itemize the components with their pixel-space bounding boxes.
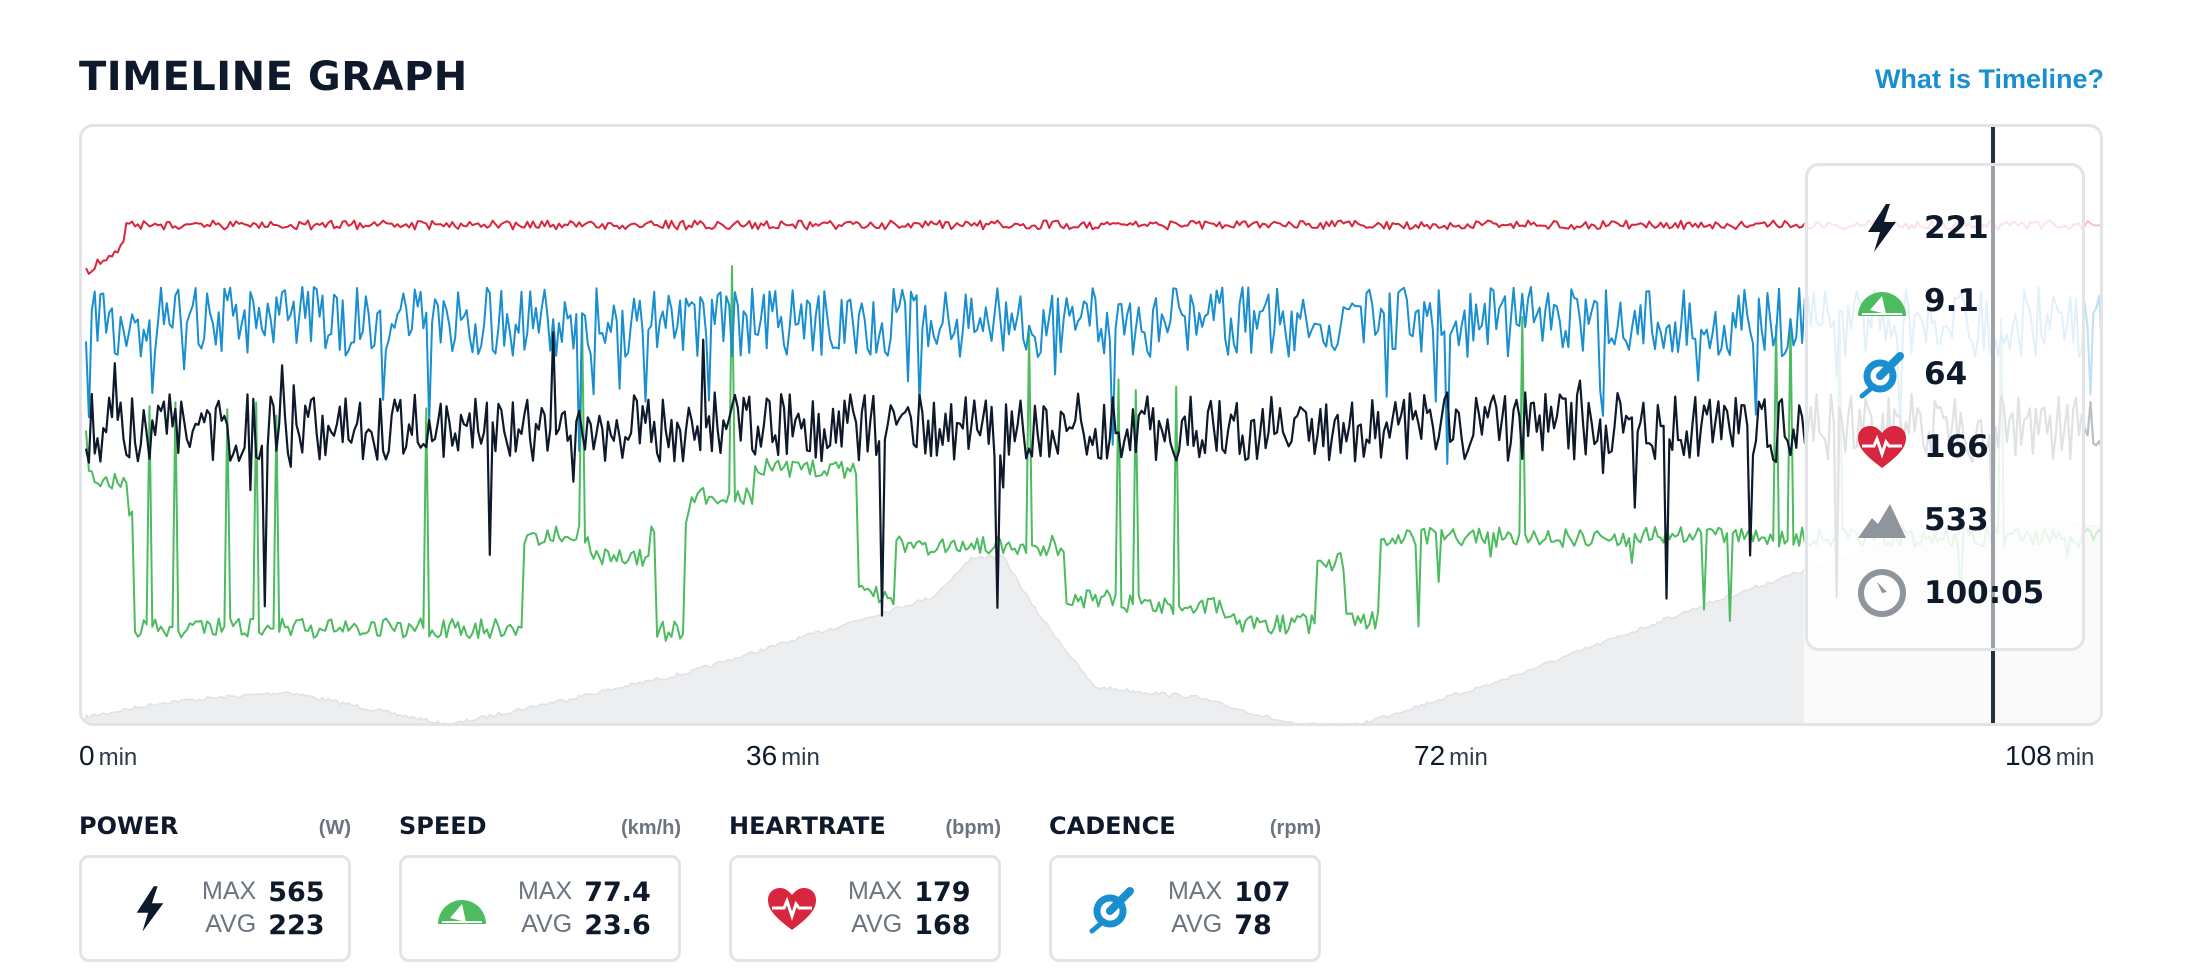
x-axis-tick-108: 108 min xyxy=(2005,740,2095,771)
cadence-stat-unit: (rpm) xyxy=(1269,817,1321,839)
speedometer-icon xyxy=(432,879,492,939)
power-max-label: MAX xyxy=(202,876,257,905)
elevation-area xyxy=(85,519,2100,723)
cadence-max-label: MAX xyxy=(1168,876,1223,905)
heartrate-stat-header: HEARTRATE (bpm) xyxy=(729,812,1001,846)
tooltip-power: 221 xyxy=(1854,200,1989,256)
cadence-avg-value: 78 xyxy=(1234,909,1272,941)
speed-max-value: 77.4 xyxy=(584,876,651,908)
page-title: TIMELINE GRAPH xyxy=(79,54,468,100)
cadence-stat-label: CADENCE xyxy=(1049,812,1176,840)
cadence-line xyxy=(85,286,2100,465)
speed-stat-unit: (km/h) xyxy=(621,817,681,839)
tooltip-heartrate: 166 xyxy=(1854,419,1989,475)
value-tooltip: 221 9.1 64 166 533 xyxy=(1805,163,2085,651)
tooltip-elevation-value: 533 xyxy=(1924,502,1989,538)
heartrate-stat-unit: (bpm) xyxy=(945,817,1001,839)
speed-max-label: MAX xyxy=(518,876,573,905)
speed-avg-value: 23.6 xyxy=(584,909,651,941)
speed-avg-label: AVG xyxy=(521,909,573,938)
power-stat-unit: (W) xyxy=(318,817,351,839)
x-axis-tick-72: 72 min xyxy=(1414,740,1488,771)
what-is-timeline-link[interactable]: What is Timeline? xyxy=(1874,64,2104,94)
cadence-avg-label: AVG xyxy=(1171,909,1223,938)
heart-icon xyxy=(762,879,822,939)
tooltip-time: 100:05 xyxy=(1854,565,2044,621)
cadence-stat-card: MAX 107 AVG 78 xyxy=(1049,855,1321,962)
heartrate-stat-card: MAX 179 AVG 168 xyxy=(729,855,1001,962)
lightning-icon xyxy=(1854,200,1910,256)
power-max-value: 565 xyxy=(268,876,325,908)
cadence-max-value: 107 xyxy=(1234,876,1291,908)
mountain-icon xyxy=(1854,492,1910,548)
heartrate-avg-label: AVG xyxy=(851,909,903,938)
cadence-stat-header: CADENCE (rpm) xyxy=(1049,812,1321,846)
heartrate-stat-label: HEARTRATE xyxy=(729,812,886,840)
heartrate-avg-value: 168 xyxy=(914,909,971,941)
power-avg-label: AVG xyxy=(205,909,257,938)
timeline-plot xyxy=(84,219,2100,723)
tooltip-cadence-value: 64 xyxy=(1924,356,1968,392)
clock-icon xyxy=(1854,565,1910,621)
power-avg-value: 223 xyxy=(268,909,325,941)
speed-stat-label: SPEED xyxy=(399,812,487,840)
speed-line xyxy=(85,265,2100,642)
power-stat-card: MAX 565 AVG 223 xyxy=(79,855,351,962)
x-axis-tick-0: 0 min xyxy=(79,740,138,771)
power-stat-header: POWER (W) xyxy=(79,812,351,846)
tooltip-heartrate-value: 166 xyxy=(1924,429,1989,465)
tooltip-time-value: 100:05 xyxy=(1924,575,2045,611)
tooltip-cadence: 64 xyxy=(1854,346,1967,402)
heartrate-line xyxy=(85,219,2100,275)
power-stat-label: POWER xyxy=(79,812,179,840)
lightning-icon xyxy=(120,879,180,939)
cadence-icon xyxy=(1854,346,1910,402)
tooltip-speed: 9.1 xyxy=(1854,273,1979,329)
x-axis-tick-36: 36 min xyxy=(746,740,820,771)
heartrate-max-value: 179 xyxy=(914,876,971,908)
power-line xyxy=(84,331,2100,617)
heartrate-max-label: MAX xyxy=(848,876,903,905)
tooltip-speed-value: 9.1 xyxy=(1924,283,1979,319)
speed-stat-header: SPEED (km/h) xyxy=(399,812,681,846)
tooltip-power-value: 221 xyxy=(1924,210,1989,246)
speedometer-icon xyxy=(1854,273,1910,329)
timeline-graph[interactable]: 221 9.1 64 166 533 xyxy=(79,124,2103,726)
heart-icon xyxy=(1854,419,1910,475)
tooltip-elevation: 533 xyxy=(1854,492,1989,548)
speed-stat-card: MAX 77.4 AVG 23.6 xyxy=(399,855,681,962)
cadence-icon xyxy=(1082,879,1142,939)
